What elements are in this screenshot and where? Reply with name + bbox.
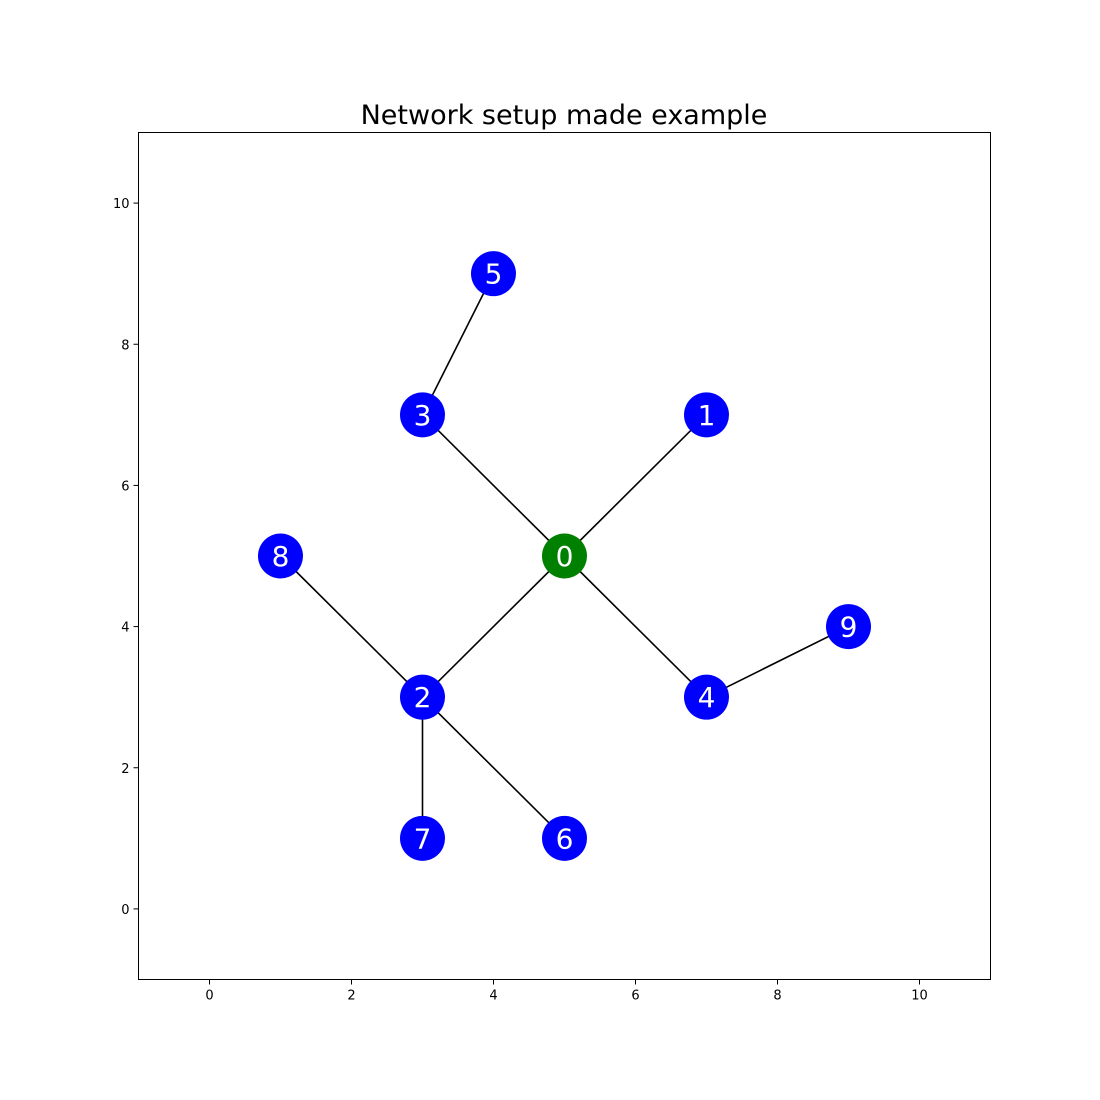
y-tick-label: 2: [121, 762, 129, 777]
node-1: 1: [684, 392, 729, 438]
node-6: 6: [542, 815, 587, 861]
node-4: 4: [684, 674, 729, 720]
node-circle: [258, 533, 303, 579]
node-circle: [471, 251, 516, 297]
x-tick-label: 8: [773, 989, 781, 1004]
node-9: 9: [826, 604, 871, 650]
x-axis: 0 2 4 6 8 10: [205, 979, 928, 1004]
edge-4-9: [706, 625, 849, 698]
node-label: 7: [414, 822, 432, 855]
node-5: 5: [471, 251, 516, 297]
x-tick-label: 2: [347, 989, 355, 1004]
x-tick-label: 6: [631, 989, 639, 1004]
chart-title: Network setup made example: [361, 100, 768, 131]
node-circle: [684, 392, 729, 438]
edge-2-6: [421, 696, 566, 839]
node-circle: [826, 604, 871, 650]
node-label: 3: [414, 399, 432, 432]
edge-0-3: [421, 414, 566, 557]
edge-0-2: [421, 555, 566, 698]
plot-frame: [138, 132, 991, 980]
node-2: 2: [400, 674, 445, 720]
nodes-layer: 0 1 2 3 4 5 6 7 8 9: [258, 251, 871, 861]
node-circle: [400, 392, 445, 438]
node-label: 8: [272, 540, 290, 573]
y-tick-label: 4: [121, 621, 129, 636]
node-label: 9: [840, 611, 858, 644]
edges-layer: [279, 273, 849, 839]
edge-2-8: [279, 555, 424, 698]
node-circle: [684, 674, 729, 720]
node-label: 0: [556, 540, 574, 573]
node-label: 6: [556, 822, 574, 855]
node-3: 3: [400, 392, 445, 438]
edge-0-4: [563, 555, 708, 698]
node-8: 8: [258, 533, 303, 579]
node-label: 4: [698, 681, 716, 714]
node-circle: [542, 533, 587, 579]
node-circle: [400, 674, 445, 720]
node-label: 1: [698, 399, 716, 432]
node-label: 5: [485, 258, 503, 291]
y-tick-label: 6: [121, 479, 129, 494]
node-7: 7: [400, 815, 445, 861]
y-tick-label: 8: [121, 338, 129, 353]
x-tick-label: 4: [489, 989, 497, 1004]
node-label: 2: [414, 681, 432, 714]
node-circle: [400, 815, 445, 861]
node-0: 0: [542, 533, 587, 579]
edge-3-5: [421, 273, 495, 416]
y-tick-label: 0: [121, 903, 129, 918]
edge-0-1: [563, 414, 708, 557]
node-circle: [542, 815, 587, 861]
y-axis: 0 2 4 6 8 10: [113, 197, 139, 918]
x-tick-label: 0: [205, 989, 213, 1004]
y-tick-label: 10: [113, 197, 130, 212]
x-tick-label: 10: [911, 989, 928, 1004]
